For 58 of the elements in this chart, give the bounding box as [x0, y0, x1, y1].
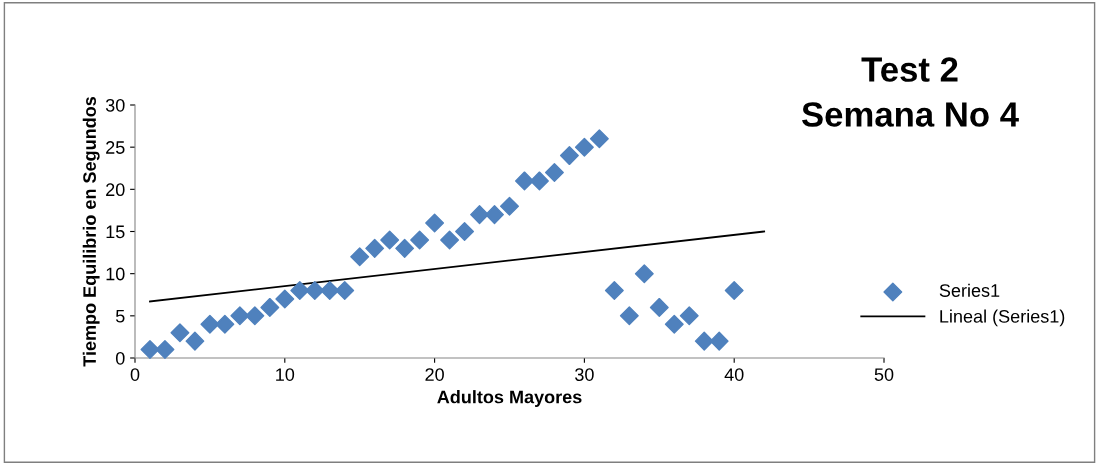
- point: [485, 205, 504, 225]
- x-tick-label: 50: [874, 368, 894, 381]
- x-tick-label: 40: [724, 368, 744, 381]
- point: [185, 331, 205, 351]
- point: [350, 247, 370, 267]
- x-tick-label: 20: [425, 368, 444, 381]
- chart-title: Test 2 Semana No 4: [801, 57, 1019, 127]
- point: [589, 129, 609, 149]
- point: [155, 340, 175, 360]
- point: [470, 205, 490, 225]
- y-tick-label: 10: [106, 267, 125, 281]
- point: [320, 281, 340, 301]
- point: [200, 314, 220, 334]
- point: [649, 297, 669, 317]
- x-tick-label: 0: [130, 368, 140, 381]
- point: [275, 289, 295, 309]
- point: [440, 230, 460, 250]
- point: [515, 171, 534, 191]
- point: [140, 340, 160, 360]
- point: [574, 137, 594, 157]
- point: [170, 323, 190, 343]
- point: [559, 146, 579, 166]
- x-tick-label: 10: [276, 368, 295, 381]
- point: [410, 230, 430, 250]
- point: [365, 238, 385, 258]
- point: [260, 297, 280, 317]
- point: [529, 171, 549, 191]
- point: [544, 162, 564, 182]
- point: [664, 314, 684, 334]
- x-tick-label: 30: [575, 368, 594, 381]
- point: [709, 331, 729, 351]
- point: [395, 238, 415, 258]
- y-tick-label: 30: [105, 98, 125, 112]
- y-tick-label: 20: [106, 183, 125, 197]
- y-axis-title: Tiempo Equilibrio en Segundos: [82, 96, 100, 367]
- point: [604, 281, 624, 301]
- point: [335, 281, 355, 301]
- y-tick-label: 25: [106, 141, 125, 154]
- point: [305, 281, 325, 301]
- point: [380, 230, 400, 250]
- legend-label: Series1: [939, 283, 1000, 297]
- legend-label: Lineal (Series1): [940, 309, 1065, 327]
- point: [290, 281, 310, 301]
- point: [215, 314, 235, 334]
- point: [694, 331, 714, 351]
- point: [455, 222, 475, 241]
- point: [679, 306, 699, 326]
- y-tick-label: 0: [115, 351, 125, 365]
- point: [500, 196, 519, 216]
- y-tick-label: 15: [106, 225, 125, 239]
- point: [230, 306, 250, 326]
- point: [425, 213, 445, 233]
- point: [245, 306, 265, 326]
- y-tick-label: 5: [115, 309, 125, 323]
- x-axis-title: Adultos Mayores: [437, 390, 582, 407]
- point: [724, 281, 744, 301]
- point: [634, 264, 654, 284]
- point: [619, 306, 639, 326]
